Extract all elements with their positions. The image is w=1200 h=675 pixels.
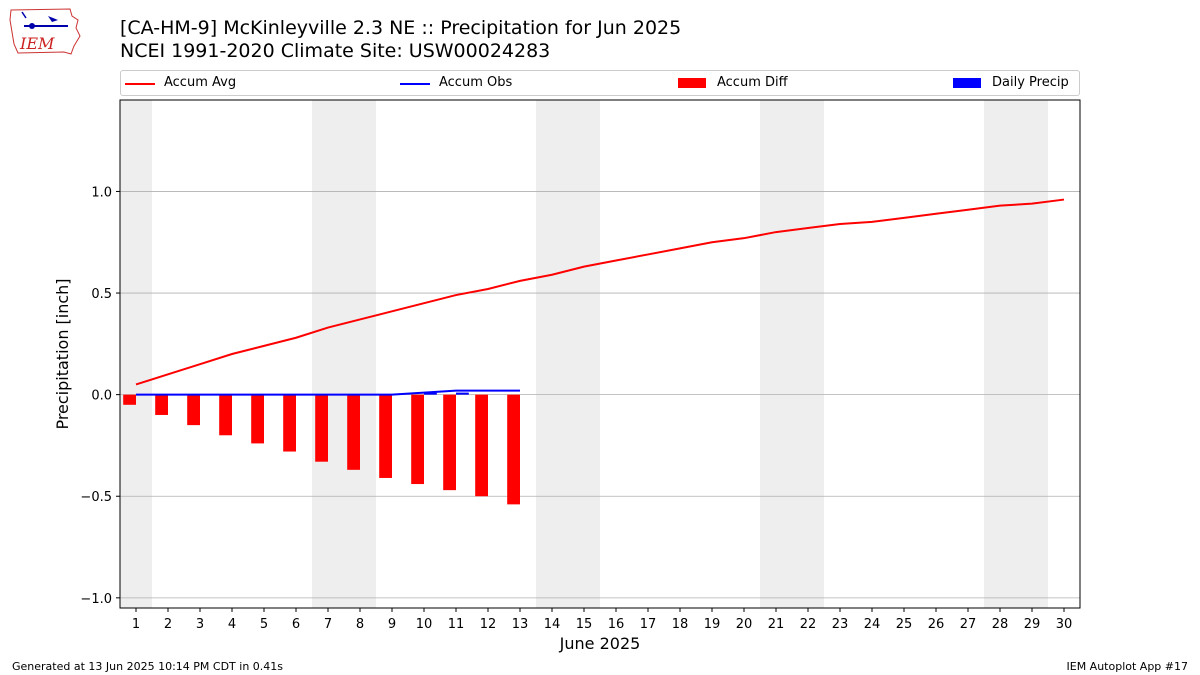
legend-label-accum-obs: Accum Obs	[439, 75, 513, 90]
x-tick-label: 19	[704, 617, 721, 632]
accum-obs-line	[136, 389, 520, 396]
legend-swatch-accum-obs	[400, 83, 430, 85]
x-tick-label: 27	[960, 617, 977, 632]
accum-diff-bar	[251, 394, 264, 444]
x-tick-label: 16	[608, 617, 625, 632]
x-tick-label: 3	[196, 617, 204, 632]
y-tick-label: −1.0	[80, 592, 112, 607]
y-tick-label: 0.0	[91, 389, 112, 404]
accum-diff-bar	[475, 394, 488, 497]
legend-swatch-accum-avg	[125, 83, 155, 85]
weekend-shade	[536, 100, 568, 608]
x-tick-label: 6	[292, 617, 300, 632]
x-tick-label: 17	[640, 617, 657, 632]
x-tick-label: 22	[800, 617, 817, 632]
weekend-shade	[120, 100, 152, 608]
x-tick-label: 18	[672, 617, 689, 632]
x-tick-label: 2	[164, 617, 172, 632]
legend-swatch-accum-diff	[678, 78, 706, 88]
x-tick-label: 13	[512, 617, 529, 632]
x-tick-label: 10	[416, 617, 433, 632]
legend-label-accum-diff: Accum Diff	[717, 75, 788, 90]
y-axis-label: Precipitation [inch]	[53, 278, 72, 429]
x-tick-label: 1	[132, 617, 140, 632]
accum-diff-bar	[347, 394, 360, 470]
x-tick-label: 28	[992, 617, 1009, 632]
weekend-shade	[984, 100, 1016, 608]
weekend-shade	[344, 100, 376, 608]
accum-diff-bar	[187, 394, 200, 426]
x-tick-label: 24	[864, 617, 881, 632]
x-axis-label: June 2025	[559, 634, 641, 653]
generated-timestamp: Generated at 13 Jun 2025 10:14 PM CDT in…	[12, 660, 284, 673]
iem-logo: IEM	[8, 6, 82, 62]
x-tick-label: 7	[324, 617, 332, 632]
accum-avg-line	[135, 198, 1065, 386]
legend: Accum Avg Accum Obs Accum Diff Daily Pre…	[120, 70, 1080, 96]
daily-precip-bar	[424, 392, 437, 395]
legend-label-accum-avg: Accum Avg	[164, 75, 237, 90]
x-tick-label: 29	[1024, 617, 1041, 632]
x-tick-label: 14	[544, 617, 561, 632]
accum-diff-bar	[123, 394, 136, 405]
weekend-shade	[792, 100, 824, 608]
accum-diff-bar	[283, 394, 296, 452]
y-tick-label: 0.5	[91, 287, 112, 302]
x-tick-label: 5	[260, 617, 268, 632]
logo-text: IEM	[19, 34, 55, 53]
accum-diff-bar	[411, 394, 424, 485]
x-tick-label: 23	[832, 617, 849, 632]
daily-precip-bar	[456, 392, 469, 395]
accum-diff-bar	[443, 394, 456, 491]
x-tick-label: 26	[928, 617, 945, 632]
x-tick-label: 4	[228, 617, 236, 632]
x-tick-label: 8	[356, 617, 364, 632]
x-tick-label: 12	[480, 617, 497, 632]
accum-diff-bar	[315, 394, 328, 462]
accum-diff-bar	[219, 394, 232, 436]
x-tick-label: 11	[448, 617, 465, 632]
chart-title: [CA-HM-9] McKinleyville 2.3 NE :: Precip…	[120, 17, 682, 39]
weekend-shade	[312, 100, 344, 608]
accum-diff-bar	[155, 394, 168, 415]
legend-swatch-daily-precip	[953, 78, 981, 88]
x-tick-label: 20	[736, 617, 753, 632]
weekend-shade	[568, 100, 600, 608]
x-tick-label: 30	[1056, 617, 1073, 632]
autoplot-app-label: IEM Autoplot App #17	[1066, 660, 1189, 673]
accum-diff-bar	[507, 394, 520, 505]
x-tick-label: 15	[576, 617, 593, 632]
x-tick-label: 9	[388, 617, 396, 632]
iem-iowa-state-logo-icon: IEM	[9, 8, 81, 55]
plot-frame	[119, 99, 1081, 609]
y-tick-label: −0.5	[80, 490, 112, 505]
y-tick-label: 1.0	[91, 185, 112, 200]
legend-label-daily-precip: Daily Precip	[992, 75, 1069, 90]
weekend-shade	[760, 100, 792, 608]
x-tick-label: 25	[896, 617, 913, 632]
accum-diff-bar	[379, 394, 392, 478]
chart-subtitle: NCEI 1991-2020 Climate Site: USW00024283	[120, 40, 551, 62]
weekend-shade	[1016, 100, 1048, 608]
x-tick-label: 21	[768, 617, 785, 632]
